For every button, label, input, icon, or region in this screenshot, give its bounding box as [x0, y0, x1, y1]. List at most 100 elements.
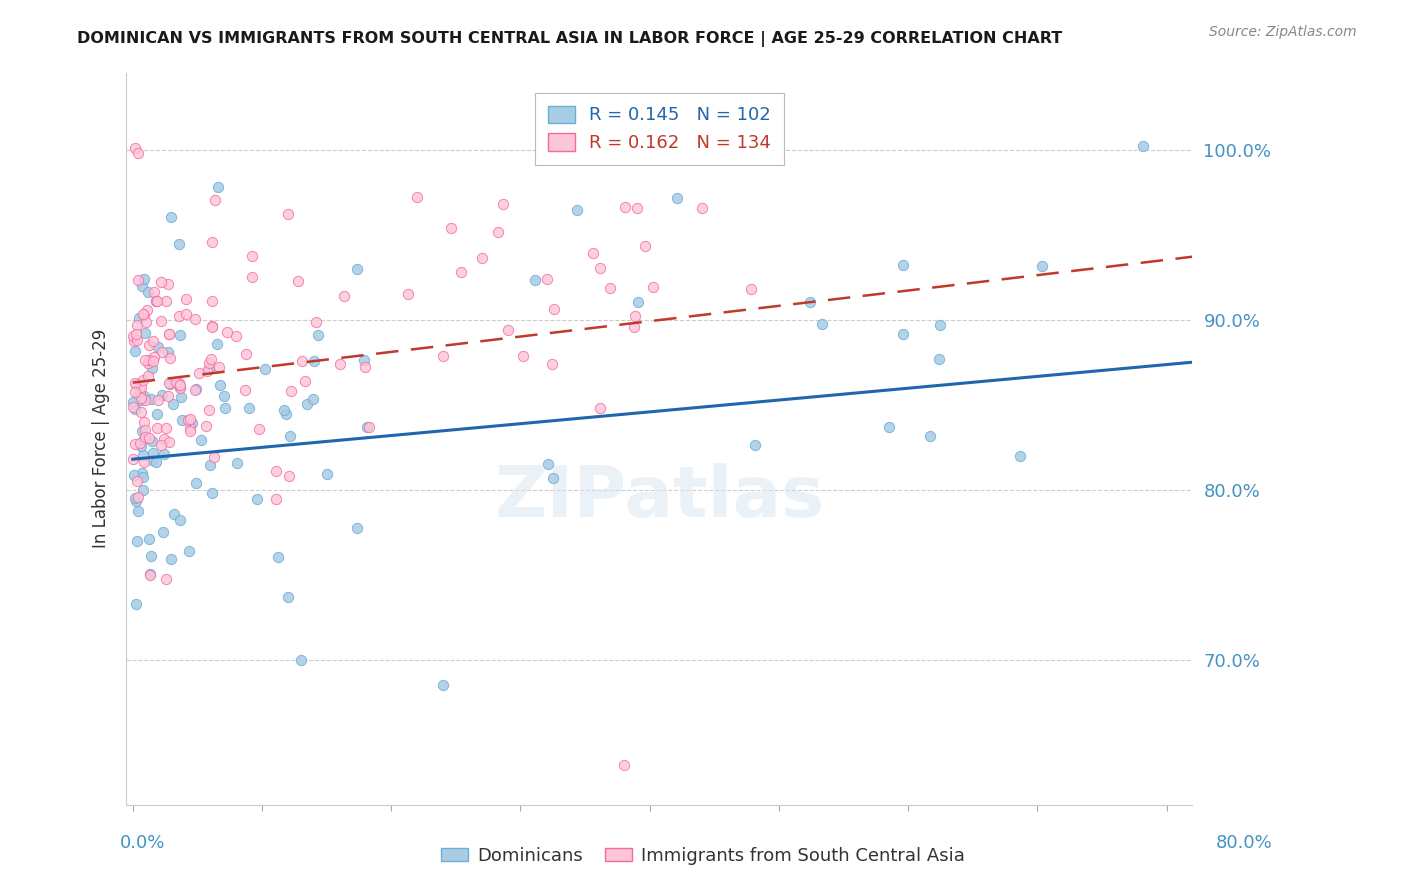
Point [208, 360, 231, 375]
Text: DOMINICAN VS IMMIGRANTS FROM SOUTH CENTRAL ASIA IN LABOR FORCE | AGE 25-29 CORRE: DOMINICAN VS IMMIGRANTS FROM SOUTH CENTR… [77, 31, 1063, 47]
Point [146, 408, 169, 422]
Point [188, 366, 211, 380]
Point [891, 326, 914, 341]
Point [247, 421, 270, 435]
Point [145, 455, 167, 469]
Point [201, 486, 224, 500]
Point [167, 237, 190, 252]
Point [122, 329, 145, 343]
Point [152, 524, 174, 539]
Point [877, 420, 900, 434]
Point [541, 471, 564, 485]
Point [155, 294, 177, 309]
Point [127, 504, 149, 518]
Point [157, 326, 180, 341]
Point [634, 238, 657, 252]
Point [307, 327, 329, 342]
Point [450, 265, 472, 279]
Point [124, 491, 146, 506]
Point [132, 307, 155, 321]
Point [353, 352, 375, 367]
Point [264, 492, 287, 507]
Point [129, 405, 152, 419]
Point [354, 360, 377, 375]
Point [131, 466, 153, 480]
Point [127, 474, 149, 488]
Point [134, 389, 156, 403]
Point [492, 197, 515, 211]
Point [132, 373, 155, 387]
Point [122, 334, 145, 349]
Point [129, 391, 152, 405]
Point [184, 312, 207, 326]
Point [470, 252, 492, 266]
Point [145, 293, 167, 308]
Point [928, 352, 950, 367]
Point [246, 491, 269, 506]
Point [177, 413, 200, 427]
Point [138, 568, 160, 582]
Point [624, 310, 647, 324]
Point [124, 376, 146, 390]
Point [627, 295, 650, 310]
Point [145, 420, 167, 434]
Point [305, 315, 328, 329]
Point [439, 220, 461, 235]
Point [174, 307, 197, 321]
Point [179, 411, 201, 425]
Point [124, 384, 146, 399]
Point [183, 384, 205, 398]
Point [209, 377, 232, 392]
Point [170, 390, 193, 404]
Point [131, 279, 153, 293]
Text: ZIPatlas: ZIPatlas [495, 463, 824, 532]
Point [167, 309, 190, 323]
Point [167, 376, 190, 390]
Point [181, 416, 204, 430]
Point [125, 533, 148, 548]
Point [148, 393, 170, 408]
Point [135, 315, 157, 329]
Point [132, 308, 155, 322]
Point [167, 377, 190, 392]
Point [152, 432, 174, 446]
Point [186, 476, 208, 491]
Point [811, 317, 834, 331]
Point [132, 272, 155, 286]
Point [125, 493, 148, 508]
Point [177, 544, 200, 558]
Point [169, 377, 191, 392]
Point [150, 437, 173, 451]
Point [132, 416, 155, 430]
Point [134, 392, 156, 407]
Point [127, 145, 149, 160]
Point [356, 420, 378, 434]
Point [215, 325, 238, 339]
Point [498, 323, 520, 337]
Point [626, 201, 648, 215]
Point [127, 318, 149, 332]
Point [159, 376, 181, 391]
Point [201, 318, 224, 333]
Point [125, 598, 148, 612]
Point [240, 249, 263, 263]
Point [127, 389, 149, 403]
Point [157, 277, 180, 291]
Point [432, 349, 454, 363]
Point [316, 467, 339, 482]
Point [613, 200, 636, 214]
Point [132, 455, 155, 469]
Point [129, 380, 152, 394]
Point [486, 225, 509, 239]
Point [1132, 139, 1154, 153]
Point [124, 343, 146, 358]
Point [128, 310, 150, 325]
Point [132, 483, 155, 497]
Point [157, 327, 180, 342]
Point [291, 354, 314, 368]
Point [150, 344, 173, 359]
Point [599, 281, 621, 295]
Point [1031, 259, 1053, 273]
Point [174, 292, 197, 306]
Point [278, 428, 301, 442]
